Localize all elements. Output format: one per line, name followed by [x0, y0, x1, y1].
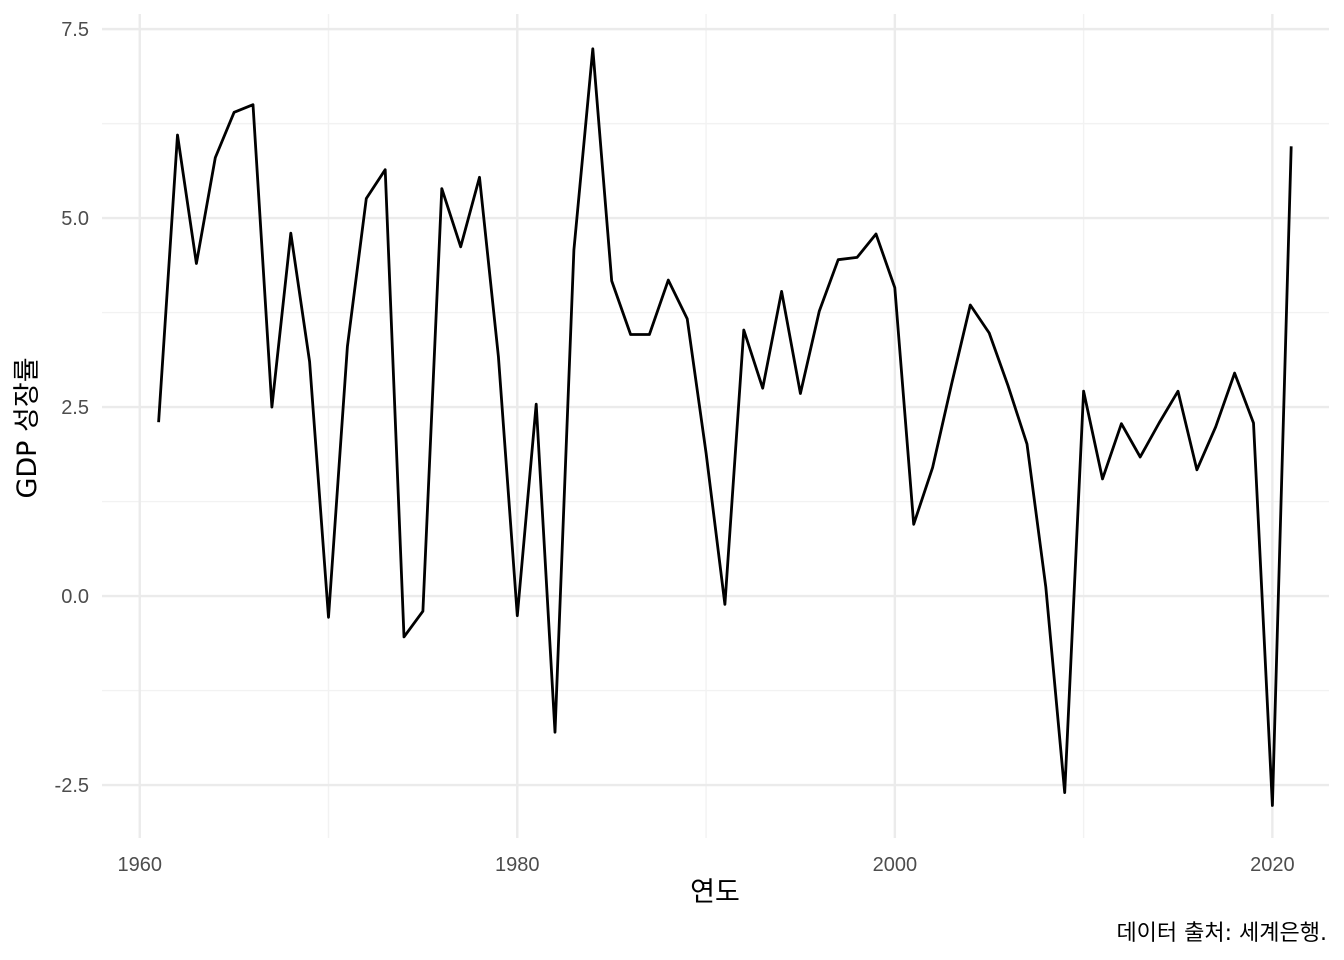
- y-tick-label: 5.0: [61, 208, 89, 230]
- y-tick-label: -2.5: [55, 775, 89, 797]
- tick-label-layer: -2.5 0.0 2.5 5.0 7.5 1960 1980 2000 2020: [55, 19, 1295, 876]
- y-tick-label: 0.0: [61, 586, 89, 608]
- source-caption: 데이터 출처: 세계은행.: [1116, 921, 1327, 946]
- series-line: [157, 47, 1293, 807]
- x-axis-title: 연도: [690, 877, 740, 908]
- x-tick-label: 2000: [873, 854, 918, 876]
- x-tick-label: 1960: [118, 854, 163, 876]
- y-tick-label: 2.5: [61, 397, 89, 419]
- grid-layer: [102, 14, 1329, 838]
- x-tick-label: 2020: [1250, 854, 1295, 876]
- y-tick-label: 7.5: [61, 19, 89, 41]
- y-axis-title: GDP 성장률: [12, 357, 43, 498]
- series-line-layer: [157, 47, 1293, 807]
- x-tick-label: 1980: [495, 854, 540, 876]
